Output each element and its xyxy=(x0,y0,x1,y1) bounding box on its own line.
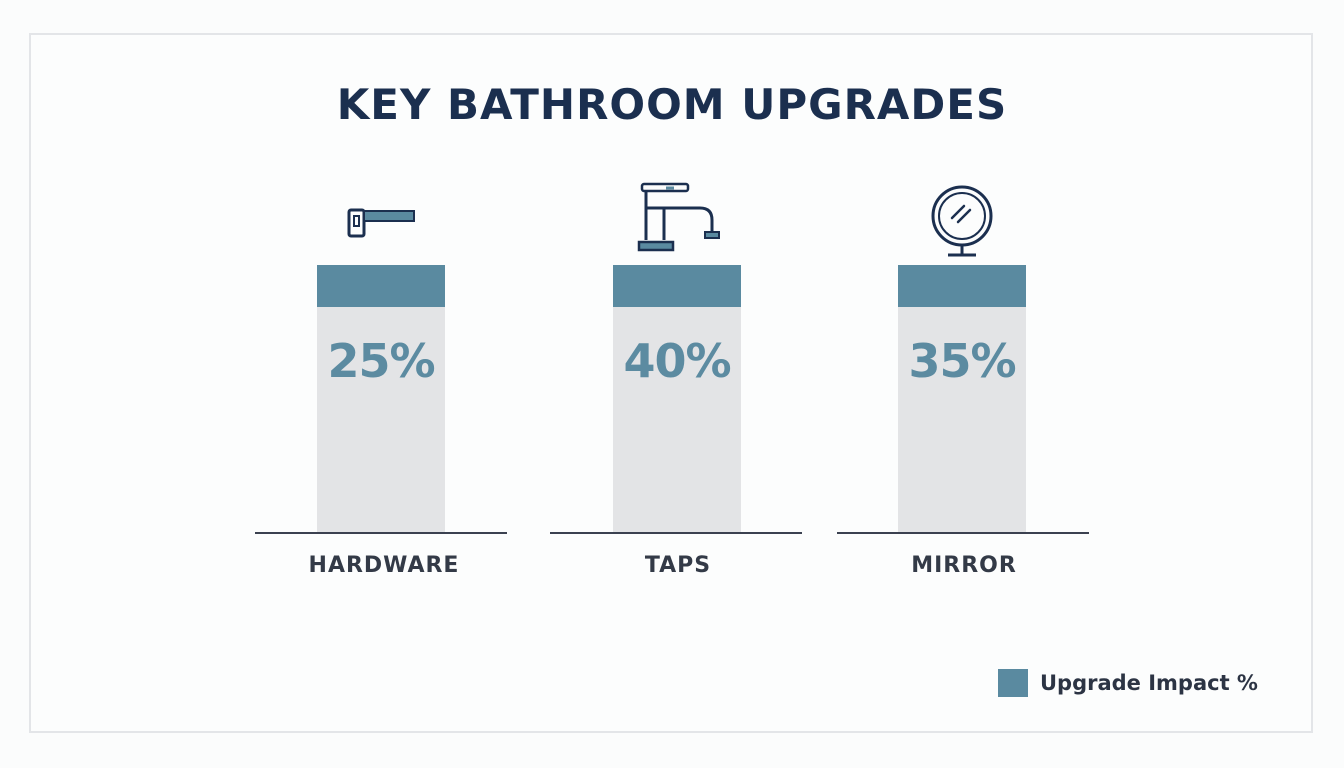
bar-background-mirror xyxy=(898,265,1026,533)
value-label-hardware: 25% xyxy=(327,334,435,388)
baseline-hardware xyxy=(255,532,507,534)
category-label-taps: TAPS xyxy=(644,553,712,578)
legend: Upgrade Impact % xyxy=(998,669,1258,697)
chart-title: KEY BATHROOM UPGRADES xyxy=(336,80,1008,129)
legend-swatch xyxy=(998,669,1028,697)
bar-taps xyxy=(613,265,741,307)
bar-hardware xyxy=(317,265,445,307)
bar-mirror xyxy=(898,265,1026,307)
bar-background-hardware xyxy=(317,265,445,533)
bar-background-taps xyxy=(613,265,741,533)
category-label-hardware: HARDWARE xyxy=(308,553,460,578)
baseline-mirror xyxy=(837,532,1089,534)
baseline-taps xyxy=(550,532,802,534)
category-label-mirror: MIRROR xyxy=(911,553,1017,578)
round-mirror-icon xyxy=(931,185,993,257)
tap-faucet-icon xyxy=(637,182,720,252)
door-handle-icon xyxy=(347,208,415,238)
value-label-taps: 40% xyxy=(623,334,731,388)
value-label-mirror: 35% xyxy=(908,334,1016,388)
legend-label: Upgrade Impact % xyxy=(1040,671,1258,695)
